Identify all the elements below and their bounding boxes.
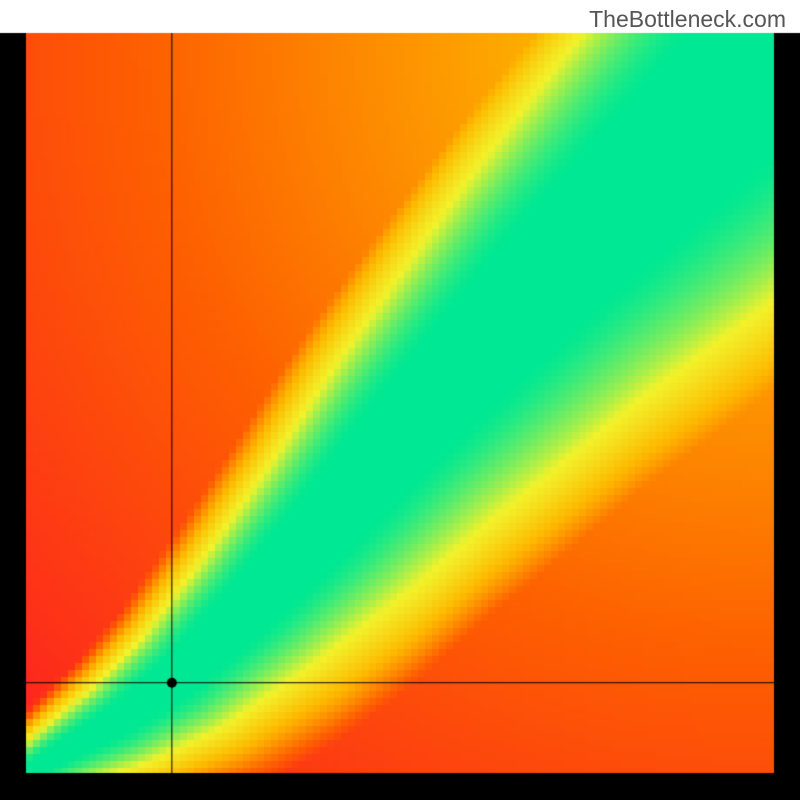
chart-container: TheBottleneck.com xyxy=(0,0,800,800)
heatmap-canvas xyxy=(0,0,800,800)
watermark-text: TheBottleneck.com xyxy=(589,6,786,33)
